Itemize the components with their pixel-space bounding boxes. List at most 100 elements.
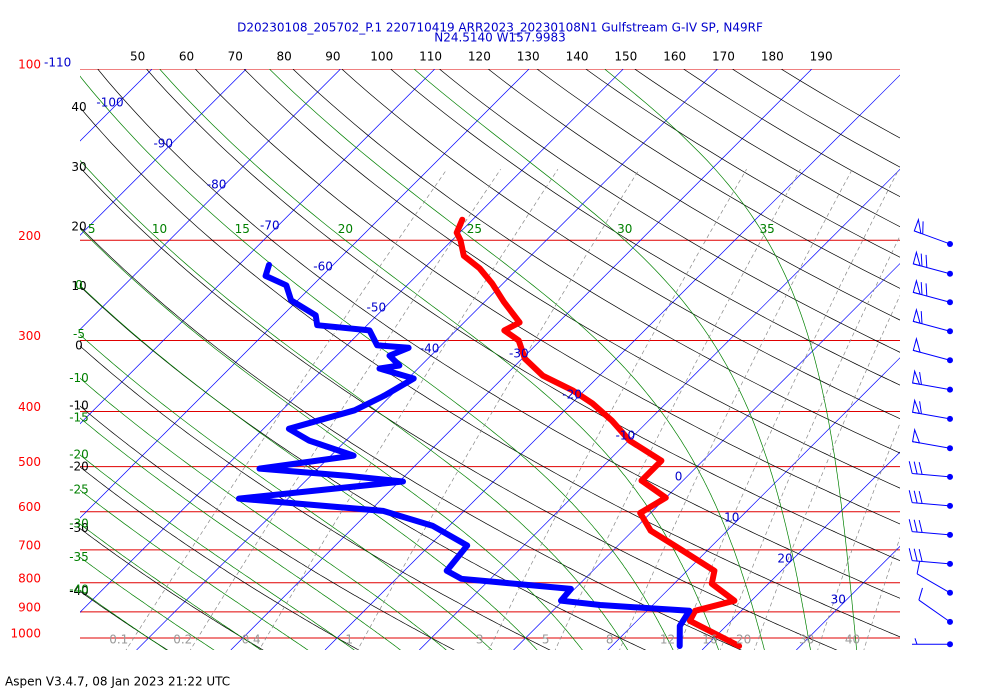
x-tick-label: -20	[562, 388, 582, 402]
dry-adiabat-label: 70	[228, 50, 243, 64]
barb-station	[947, 386, 953, 393]
barb-station	[947, 445, 953, 452]
mixing-ratio-line	[357, 169, 640, 650]
wind-barb	[912, 250, 953, 277]
barb-station	[947, 240, 953, 247]
barb-station	[947, 299, 953, 306]
moist-adiabat	[80, 159, 629, 650]
dry-adiabat-label: 40	[71, 100, 86, 114]
mixing-ratio-line	[720, 235, 900, 650]
barb-station	[947, 270, 953, 277]
wind-barb	[908, 548, 953, 567]
mixing-ratio-line	[125, 169, 448, 650]
mixing-ratio-line	[189, 169, 501, 650]
dry-adiabat	[292, 69, 900, 454]
x-tick-label: -70	[260, 219, 280, 233]
dry-adiabat	[194, 69, 900, 525]
dry-adiabat-label: 150	[614, 50, 637, 64]
barb-station	[947, 502, 953, 509]
y-tick-label: 800	[18, 571, 41, 585]
moist-adiabat-label: 15	[235, 222, 250, 236]
mixing-ratio-label: 16	[702, 633, 717, 647]
profile-line	[235, 261, 693, 649]
y-tick-label: 100	[18, 58, 41, 72]
x-tick-label: -110	[44, 56, 71, 70]
isotherm	[80, 69, 530, 519]
moist-adiabat	[268, 69, 765, 650]
dry-adiabat-label: 100	[370, 50, 393, 64]
moist-adiabat-label: -10	[69, 371, 89, 385]
moist-adiabat	[80, 417, 401, 650]
mixing-ratio-label: 30	[799, 633, 814, 647]
isotherm	[796, 545, 900, 650]
barb-shaft	[908, 548, 951, 565]
dry-adiabat-label: 90	[325, 50, 340, 64]
axis-labels: 1002003004005006007008009001000-110-100-…	[10, 50, 860, 647]
moist-adiabat	[80, 228, 583, 650]
mixing-ratio-label: 0.4	[242, 633, 261, 647]
barb-station	[947, 328, 953, 335]
y-tick-label: 300	[18, 329, 41, 343]
chart-title: D20230108_205702_P.1 220710419 ARR2023_2…	[237, 21, 763, 35]
footer: Aspen V3.4.7, 08 Jan 2023 21:22 UTC	[5, 675, 230, 689]
x-tick-label: -30	[509, 347, 529, 361]
isotherm	[513, 263, 900, 650]
wind-barb	[911, 369, 953, 393]
isotherm	[701, 451, 900, 650]
mixing-ratio-line	[554, 169, 801, 650]
dry-adiabat-label: 0	[75, 339, 83, 353]
moist-adiabat-label: -40	[69, 583, 89, 597]
x-tick-label: 20	[777, 552, 792, 566]
y-tick-label: 1000	[10, 626, 41, 640]
barb-shaft	[912, 371, 951, 391]
dry-adiabat-label: 30	[71, 160, 86, 174]
dry-adiabat-label: 50	[130, 50, 145, 64]
dry-adiabat	[80, 405, 455, 650]
dry-adiabat-label: 180	[761, 50, 784, 64]
mixing-ratio-line	[258, 169, 559, 650]
moist-adiabat	[80, 556, 215, 650]
barb-station	[947, 589, 953, 596]
moist-adiabat-label: -5	[73, 327, 85, 341]
dry-adiabat-label: 20	[71, 219, 86, 233]
wind-barb	[913, 217, 953, 247]
barb-shaft	[914, 221, 951, 245]
moist-adiabat	[80, 377, 447, 650]
dry-adiabat-label: 10	[71, 279, 86, 293]
dry-adiabat-label: 160	[663, 50, 686, 64]
barb-shaft	[912, 441, 951, 449]
x-tick-label: -50	[366, 301, 386, 315]
dry-adiabat-label: 170	[712, 50, 735, 64]
barb-station	[947, 357, 953, 364]
x-tick-label: -60	[313, 260, 333, 274]
x-tick-label: -100	[96, 96, 123, 110]
mixing-ratio-label: 20	[736, 633, 751, 647]
moist-adiabat-label: -25	[69, 483, 89, 497]
wind-barb	[912, 336, 953, 364]
wind-barb	[908, 519, 953, 538]
dry-adiabat	[80, 528, 264, 650]
x-tick-label: 30	[831, 593, 846, 607]
y-tick-label: 900	[18, 600, 41, 614]
x-tick-label: -80	[207, 178, 227, 192]
barb-shaft	[912, 401, 951, 420]
dry-adiabat-label: -10	[69, 399, 89, 413]
x-tick-label: 10	[724, 511, 739, 525]
moist-adiabat	[80, 589, 168, 650]
barb-station	[947, 531, 953, 538]
barb-shaft	[913, 349, 951, 361]
wind-barb	[908, 461, 953, 480]
x-tick-label: -40	[420, 342, 440, 356]
mixing-ratio-label: 12	[660, 633, 675, 647]
moist-adiabat-label: 35	[759, 222, 774, 236]
mixing-ratio-label: 8	[606, 633, 614, 647]
moist-adiabat-label: -15	[69, 410, 89, 424]
isotherm	[80, 69, 247, 236]
barb-shaft	[918, 587, 951, 623]
mixing-ratio-label: 1	[345, 633, 353, 647]
barb-station	[947, 415, 953, 422]
wind-barb	[912, 307, 953, 335]
dry-adiabat	[243, 69, 900, 489]
plot-area	[80, 69, 900, 650]
